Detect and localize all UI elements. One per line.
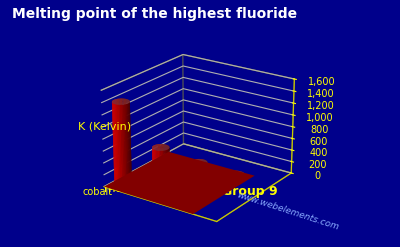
Text: Melting point of the highest fluoride: Melting point of the highest fluoride xyxy=(12,7,297,21)
Text: www.webelements.com: www.webelements.com xyxy=(236,190,340,232)
